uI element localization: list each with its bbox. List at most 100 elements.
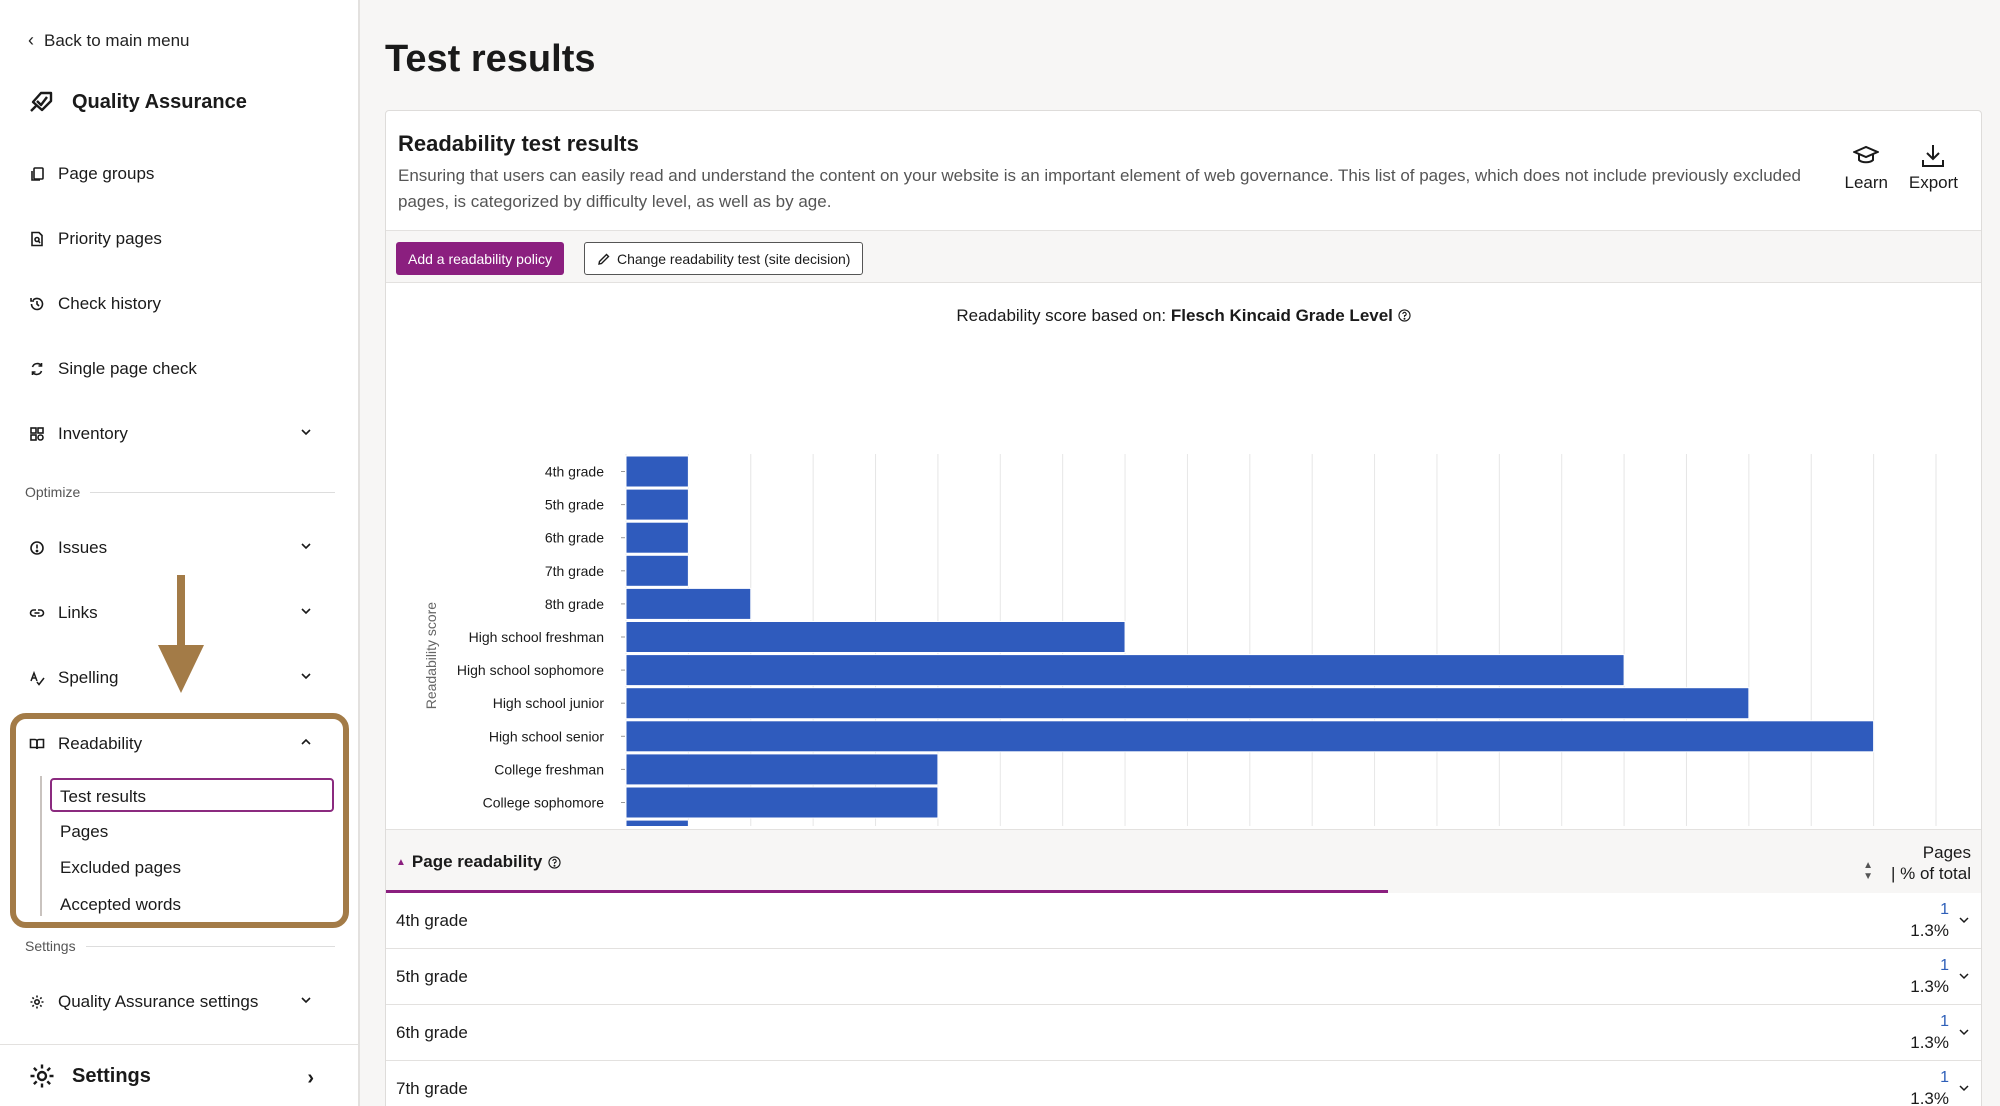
sidebar-item-label: Readability xyxy=(58,734,143,753)
sidebar-item-readability[interactable]: Readability xyxy=(28,728,324,760)
sidebar-item-label: Priority pages xyxy=(58,229,162,248)
chevron-down-icon[interactable] xyxy=(1957,1025,1971,1039)
sidebar-item-priority-pages[interactable]: Priority pages xyxy=(28,223,324,255)
refresh-icon xyxy=(28,360,46,378)
y-tick-label: 5th grade xyxy=(545,497,604,513)
chevron-down-icon[interactable] xyxy=(1957,1081,1971,1095)
back-to-main-menu-link[interactable]: ‹ Back to main menu xyxy=(28,30,190,51)
add-readability-policy-button[interactable]: Add a readability policy xyxy=(396,242,564,275)
sidebar-item-page-groups[interactable]: Page groups xyxy=(28,158,324,190)
sidebar-subitem-accepted-words[interactable]: Accepted words xyxy=(60,895,181,915)
column-header-page-readability[interactable]: ▲ Page readability xyxy=(396,852,561,872)
row-count-link[interactable]: 1 xyxy=(1940,1013,1949,1030)
column-header-pages[interactable]: Pages | % of total xyxy=(1891,842,1971,884)
chart-caption-prefix: Readability score based on: xyxy=(956,306,1167,325)
sidebar-item-qa-settings[interactable]: Quality Assurance settings xyxy=(28,986,324,1018)
change-readability-test-button[interactable]: Change readability test (site decision) xyxy=(584,242,864,275)
readability-sub-rail xyxy=(40,776,42,916)
sort-toggle-icon[interactable]: ▲ ▼ xyxy=(1863,860,1873,882)
row-percent: 1.3% xyxy=(1910,1089,1949,1106)
sidebar-subitem-pages[interactable]: Pages xyxy=(60,822,108,842)
row-percent: 1.3% xyxy=(1910,977,1949,996)
sidebar-item-label: Links xyxy=(58,603,98,622)
table-row[interactable]: 7th grade 1 1.3% xyxy=(386,1061,1981,1106)
sidebar-item-issues[interactable]: Issues xyxy=(28,532,324,564)
column-header-label: Page readability xyxy=(411,852,543,871)
sidebar-item-check-history[interactable]: Check history xyxy=(28,288,324,320)
chevron-down-icon[interactable] xyxy=(1957,913,1971,927)
column-header-pages-line2: | % of total xyxy=(1890,864,1971,883)
change-readability-test-label: Change readability test (site decision) xyxy=(617,250,851,267)
subitem-label: Test results xyxy=(60,787,146,806)
sidebar-subitem-test-results[interactable]: Test results xyxy=(50,778,334,812)
section-label-text: Optimize xyxy=(25,484,81,500)
settings-label: Settings xyxy=(72,1064,151,1087)
row-label: 5th grade xyxy=(396,967,468,986)
gear-icon xyxy=(28,993,46,1011)
sidebar-item-inventory[interactable]: Inventory xyxy=(28,418,324,450)
spelling-icon xyxy=(28,669,46,687)
bar xyxy=(625,455,689,488)
sidebar-item-single-page-check[interactable]: Single page check xyxy=(28,353,324,385)
table-row[interactable]: 4th grade 1 1.3% xyxy=(386,893,1981,949)
sidebar-subitem-excluded-pages[interactable]: Excluded pages xyxy=(60,858,181,878)
y-tick-label: High school junior xyxy=(493,695,605,711)
row-label: 4th grade xyxy=(396,911,468,930)
chart-caption: Readability score based on: Flesch Kinca… xyxy=(386,306,1981,326)
row-count-link[interactable]: 1 xyxy=(1940,1069,1949,1086)
export-label: Export xyxy=(1908,173,1958,192)
quality-assurance-icon xyxy=(30,91,53,112)
sort-asc-icon: ▲ xyxy=(396,856,406,868)
readability-card: Readability test results Ensuring that u… xyxy=(385,110,1982,1106)
card-toolbar: Add a readability policy Change readabil… xyxy=(386,231,1981,283)
page-groups-icon xyxy=(28,165,46,183)
card-description: Ensuring that users can easily read and … xyxy=(398,166,1802,211)
bar xyxy=(625,488,689,521)
subitem-label: Accepted words xyxy=(60,895,181,914)
section-label-settings: Settings xyxy=(25,938,335,954)
sidebar-item-label: Single page check xyxy=(58,359,197,378)
sidebar-item-label: Quality Assurance settings xyxy=(58,992,259,1011)
row-count-link[interactable]: 1 xyxy=(1940,901,1949,918)
priority-page-icon xyxy=(28,230,46,248)
app-title: Quality Assurance xyxy=(28,88,247,116)
chevron-down-icon[interactable] xyxy=(1957,969,1971,983)
export-button[interactable]: Export xyxy=(1909,143,1958,193)
table-row[interactable]: 6th grade 1 1.3% xyxy=(386,1005,1981,1061)
chevron-down-icon xyxy=(301,997,311,1004)
settings-link[interactable]: Settings › xyxy=(28,1062,324,1090)
section-label-text: Settings xyxy=(25,938,76,954)
y-tick-label: College freshman xyxy=(494,761,604,777)
learn-button[interactable]: Learn xyxy=(1845,143,1888,193)
sidebar-item-label: Issues xyxy=(58,538,108,557)
annotation-highlight-box xyxy=(10,713,349,928)
column-header-pages-line1: Pages xyxy=(1922,843,1971,862)
y-tick-label: College sophomore xyxy=(483,795,605,811)
chevron-right-icon: › xyxy=(307,1067,314,1089)
bar xyxy=(625,819,689,826)
card-header: Readability test results Ensuring that u… xyxy=(386,111,1981,231)
row-count-link[interactable]: 1 xyxy=(1940,957,1949,974)
y-tick-label: 7th grade xyxy=(545,563,604,579)
readability-bar-chart: 4th grade 5th grade 6th grade 7th grade 8th … xyxy=(423,454,1937,826)
card-title: Readability test results xyxy=(398,131,639,156)
bar xyxy=(625,687,1750,720)
bar xyxy=(625,786,939,819)
chevron-down-icon xyxy=(301,673,311,680)
bar xyxy=(625,720,1875,753)
sidebar-divider xyxy=(0,1044,358,1045)
help-icon[interactable] xyxy=(548,855,561,869)
sidebar-item-links[interactable]: Links xyxy=(28,597,324,629)
row-label: 6th grade xyxy=(396,1023,468,1042)
history-icon xyxy=(28,295,46,313)
help-icon[interactable] xyxy=(1398,309,1411,322)
chevron-left-icon: ‹ xyxy=(28,30,34,50)
inventory-icon xyxy=(28,425,46,443)
alert-icon xyxy=(28,539,46,557)
bar xyxy=(625,753,939,786)
sidebar-item-spelling[interactable]: Spelling xyxy=(28,662,324,694)
table-header: ▲ Page readability ▲ ▼ Pages | % of total xyxy=(386,829,1981,893)
chart-caption-metric: Flesch Kincaid Grade Level xyxy=(1170,306,1393,325)
sidebar: ‹ Back to main menu Quality Assurance Pa… xyxy=(0,0,360,1106)
table-row[interactable]: 5th grade 1 1.3% xyxy=(386,949,1981,1005)
